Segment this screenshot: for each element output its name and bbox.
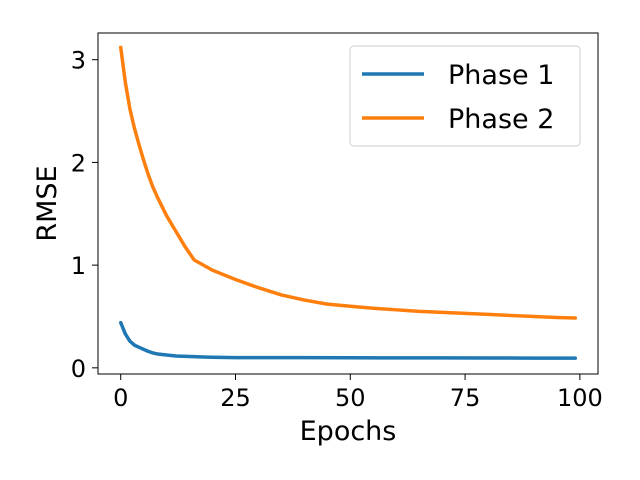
x-tick-label: 100 (557, 384, 603, 412)
y-tick-label: 3 (71, 47, 86, 75)
x-tick-label: 50 (335, 384, 366, 412)
x-tick-label: 75 (450, 384, 481, 412)
y-axis-label: RMSE (32, 165, 63, 241)
legend-label-phase-1: Phase 1 (448, 60, 554, 91)
series-line-phase-1 (118, 320, 578, 360)
x-tick-label: 0 (113, 384, 128, 412)
series-line-phase-2 (118, 45, 578, 320)
x-axis-label: Epochs (300, 416, 397, 447)
legend-label-phase-2: Phase 2 (448, 104, 554, 135)
y-tick-label: 0 (71, 355, 86, 383)
y-tick-label: 1 (71, 252, 86, 280)
legend-box (349, 45, 581, 147)
y-tick-label: 2 (71, 149, 86, 177)
x-tick-label: 25 (220, 384, 251, 412)
plot-frame (97, 32, 599, 375)
